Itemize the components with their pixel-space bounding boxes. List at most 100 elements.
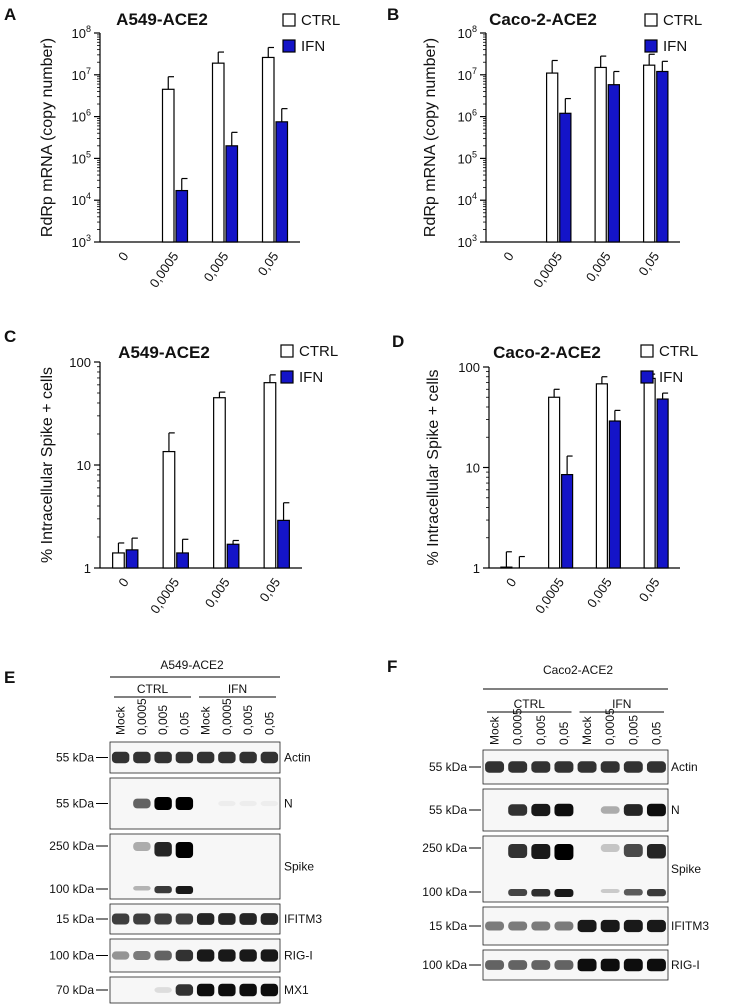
blot-band bbox=[485, 960, 505, 970]
x-tick-label: 0 bbox=[115, 575, 131, 590]
bar-ctrl bbox=[595, 383, 608, 569]
kda-label: 55 kDa bbox=[56, 751, 94, 765]
y-axis-label: RdRp mRNA (copy number) bbox=[422, 38, 439, 237]
kda-label: 55 kDa bbox=[429, 760, 467, 774]
blot-band bbox=[600, 889, 620, 893]
blot-band bbox=[175, 842, 194, 858]
blot-band bbox=[646, 761, 666, 773]
bar-ctrl bbox=[594, 66, 607, 243]
blot-band bbox=[554, 761, 574, 773]
blot-membrane bbox=[109, 833, 281, 900]
blot-band bbox=[154, 987, 172, 993]
legend-label: IFN bbox=[301, 38, 325, 55]
blot-band bbox=[133, 913, 151, 925]
protein-label: RIG-I bbox=[284, 949, 313, 963]
blot-band bbox=[239, 800, 257, 807]
y-tick-label: 100 bbox=[458, 360, 480, 375]
blot-band bbox=[531, 889, 551, 897]
bar-ifn bbox=[561, 473, 574, 569]
protein-label: Actin bbox=[671, 760, 698, 774]
blot-band bbox=[600, 958, 620, 972]
y-axis-label: % Intracellular Spike + cells bbox=[39, 367, 56, 563]
bar-ifn bbox=[656, 70, 669, 243]
y-tick-label: 104 bbox=[72, 191, 91, 208]
bar-ctrl bbox=[213, 397, 226, 569]
blot-band bbox=[218, 983, 236, 997]
legend-swatch bbox=[280, 370, 294, 384]
blot-band bbox=[577, 919, 597, 933]
bar-ctrl bbox=[211, 62, 225, 243]
bar-ctrl bbox=[642, 64, 656, 243]
blot-band bbox=[218, 751, 236, 764]
y-tick-label: 103 bbox=[72, 233, 91, 250]
lane-label: Mock bbox=[114, 705, 128, 735]
bar-ifn bbox=[656, 398, 669, 569]
panel-letter: D bbox=[392, 332, 404, 351]
y-axis-label: RdRp mRNA (copy number) bbox=[39, 38, 56, 237]
blot-band bbox=[154, 797, 172, 810]
blot-band bbox=[577, 761, 597, 773]
y-tick-label: 105 bbox=[458, 149, 477, 166]
blot-band bbox=[175, 886, 194, 894]
protein-label: Spike bbox=[284, 860, 314, 874]
y-tick-label: 100 bbox=[69, 355, 91, 370]
bar-ifn bbox=[559, 112, 572, 243]
blot-band bbox=[218, 913, 236, 925]
blot-band bbox=[646, 958, 666, 972]
blot-band bbox=[623, 919, 643, 933]
blot-band bbox=[508, 844, 528, 858]
x-tick-label: 0,05 bbox=[635, 249, 662, 278]
legend-label: IFN bbox=[659, 369, 683, 386]
y-tick-label: 1 bbox=[84, 561, 91, 576]
blot-band bbox=[531, 803, 551, 817]
panel-b-chart: B Caco-2-ACE2 103 104 105 106 107 108 RdRp mRN… bbox=[387, 5, 702, 290]
blot-band bbox=[554, 844, 574, 860]
panel-title: A549-ACE2 bbox=[118, 343, 210, 362]
blot-title: A549-ACE2 bbox=[160, 658, 224, 672]
blot-band bbox=[154, 950, 172, 961]
lane-label: 0,0005 bbox=[220, 698, 234, 735]
lane-label: 0,0005 bbox=[135, 698, 149, 735]
y-tick-label: 104 bbox=[458, 191, 477, 208]
blot-band bbox=[623, 844, 643, 857]
y-tick-label: 108 bbox=[458, 24, 477, 41]
legend-swatch bbox=[282, 39, 296, 53]
kda-label: 55 kDa bbox=[56, 797, 94, 811]
blot-band bbox=[508, 921, 528, 931]
blot-band bbox=[623, 804, 643, 816]
bar-ifn bbox=[226, 543, 240, 569]
y-tick-label: 10 bbox=[466, 461, 480, 476]
kda-label: 70 kDa bbox=[56, 983, 94, 997]
blot-band bbox=[196, 983, 215, 997]
bar-ctrl bbox=[545, 72, 559, 243]
kda-label: 250 kDa bbox=[422, 841, 467, 855]
protein-label: Actin bbox=[284, 751, 311, 765]
legend-swatch bbox=[644, 39, 658, 53]
blot-band bbox=[175, 913, 194, 925]
lane-label: 0,005 bbox=[156, 705, 170, 735]
bar-ctrl bbox=[500, 566, 513, 569]
bar-ctrl bbox=[161, 88, 175, 243]
lane-label: 0,0005 bbox=[511, 708, 525, 745]
protein-label: IFITM3 bbox=[284, 912, 322, 926]
blot-band bbox=[508, 804, 528, 816]
blot-band bbox=[196, 913, 215, 925]
y-tick-label: 105 bbox=[72, 149, 91, 166]
lane-label: 0,05 bbox=[649, 721, 663, 745]
lane-label: 0,005 bbox=[241, 705, 255, 735]
panel-letter: B bbox=[387, 5, 399, 24]
legend-label: IFN bbox=[299, 369, 323, 386]
y-tick-label: 10 bbox=[77, 458, 91, 473]
legend-label: IFN bbox=[663, 38, 687, 55]
legend-label: CTRL bbox=[659, 343, 698, 360]
bar-ctrl bbox=[112, 552, 125, 569]
blot-band bbox=[531, 844, 551, 859]
blot-band bbox=[175, 949, 194, 962]
kda-label: 100 kDa bbox=[49, 949, 94, 963]
blot-band bbox=[133, 886, 151, 891]
bar-ctrl bbox=[548, 396, 561, 569]
panel-letter: E bbox=[4, 668, 15, 687]
kda-label: 55 kDa bbox=[429, 803, 467, 817]
blot-band bbox=[154, 842, 172, 857]
bar-ctrl bbox=[162, 450, 176, 569]
